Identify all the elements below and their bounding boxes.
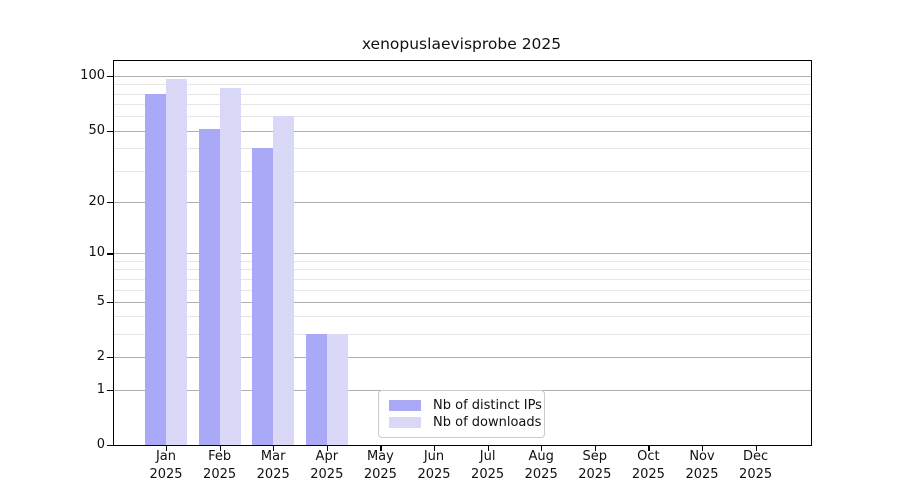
minor-gridline-4 [114, 316, 811, 318]
x-tick-nov [702, 446, 704, 451]
x-tick-year-feb: 2025 [203, 467, 237, 482]
bar-mar-distinct-ips [252, 148, 274, 445]
minor-gridline-3 [114, 334, 811, 336]
x-tick-year-jan: 2025 [149, 467, 183, 482]
y-tick-0 [107, 445, 113, 447]
bar-mar-downloads [273, 116, 295, 445]
x-tick-year-oct: 2025 [631, 467, 665, 482]
major-gridline-20 [114, 201, 811, 203]
bar-jan-downloads [166, 78, 187, 445]
minor-gridline-6 [114, 289, 811, 291]
major-gridline-50 [114, 130, 811, 132]
major-gridline-5 [114, 301, 811, 303]
x-tick-year-dec: 2025 [739, 467, 773, 482]
x-tick-label-nov: Nov 2025 [670, 448, 734, 484]
x-tick-oct [648, 446, 650, 451]
legend-label-downloads: Nb of downloads [433, 415, 542, 430]
minor-gridline-30 [114, 170, 811, 172]
x-tick-mar [273, 446, 275, 451]
y-tick-label-2: 2 [96, 349, 105, 365]
x-tick-year-jun: 2025 [417, 467, 451, 482]
y-tick-label-5: 5 [96, 293, 105, 309]
bar-jan-distinct-ips [145, 93, 166, 445]
x-tick-label-mar: Mar 2025 [241, 448, 305, 484]
legend-label-distinct-ips: Nb of distinct IPs [433, 398, 542, 413]
x-tick-year-mar: 2025 [256, 467, 290, 482]
y-tick-label-100: 100 [80, 68, 105, 84]
major-gridline-100 [114, 76, 811, 78]
legend: Nb of distinct IPs Nb of downloads [378, 390, 545, 438]
plot-area [113, 60, 812, 446]
x-tick-label-aug: Aug 2025 [509, 448, 573, 484]
y-tick-label-20: 20 [88, 193, 105, 209]
legend-item-distinct-ips: Nb of distinct IPs [389, 397, 542, 414]
minor-gridline-60 [114, 116, 811, 118]
minor-gridline-8 [114, 269, 811, 271]
legend-item-downloads: Nb of downloads [389, 414, 541, 431]
y-tick-label-0: 0 [96, 437, 105, 452]
x-tick-year-may: 2025 [363, 467, 397, 482]
minor-gridline-9 [114, 260, 811, 262]
minor-gridline-90 [114, 84, 811, 86]
minor-gridline-70 [114, 104, 811, 106]
x-tick-dec [755, 446, 757, 451]
major-gridline-2 [114, 357, 811, 359]
bar-feb-downloads [219, 88, 241, 445]
y-tick-100 [107, 76, 113, 78]
minor-gridline-7 [114, 278, 811, 280]
x-tick-label-jul: Jul 2025 [456, 448, 520, 484]
x-tick-may [380, 446, 382, 451]
x-tick-sep [594, 446, 597, 451]
bar-feb-distinct-ips [198, 129, 220, 445]
x-tick-label-oct: Oct 2025 [616, 448, 680, 484]
y-tick-10 [107, 253, 113, 255]
x-tick-year-apr: 2025 [310, 467, 344, 482]
x-tick-jan [166, 446, 168, 451]
x-tick-label-sep: Sep 2025 [563, 448, 627, 484]
bar-apr-distinct-ips [305, 334, 327, 445]
x-tick-label-jun: Jun 2025 [402, 448, 466, 484]
legend-swatch-downloads [389, 417, 421, 428]
minor-gridline-80 [114, 93, 811, 95]
x-tick-label-jan: Jan 2025 [134, 448, 198, 484]
x-tick-jul [487, 446, 489, 451]
bar-apr-downloads [326, 334, 348, 445]
y-tick-5 [107, 301, 113, 304]
major-gridline-10 [114, 253, 811, 255]
y-tick-2 [107, 357, 113, 359]
x-tick-label-dec: Dec 2025 [724, 448, 788, 484]
x-tick-aug [541, 446, 543, 451]
x-tick-label-feb: Feb 2025 [188, 448, 252, 484]
x-tick-year-sep: 2025 [578, 467, 612, 482]
chart-title: xenopuslaevisprobe 2025 [361, 35, 562, 53]
x-tick-apr [326, 446, 329, 451]
x-tick-jun [434, 446, 436, 451]
x-tick-feb [219, 446, 221, 451]
y-tick-50 [107, 130, 113, 132]
y-tick-label-10: 10 [88, 245, 105, 261]
y-tick-label-1: 1 [96, 381, 105, 397]
y-tick-20 [107, 201, 113, 203]
y-tick-label-50: 50 [88, 122, 105, 138]
minor-gridline-40 [114, 148, 811, 150]
legend-swatch-distinct-ips [389, 400, 421, 411]
x-tick-year-jul: 2025 [471, 467, 505, 482]
x-tick-year-nov: 2025 [685, 467, 719, 482]
y-tick-1 [107, 389, 113, 391]
x-tick-label-apr: Apr 2025 [295, 448, 359, 484]
x-tick-label-may: May 2025 [348, 448, 412, 484]
x-tick-year-aug: 2025 [524, 467, 558, 482]
